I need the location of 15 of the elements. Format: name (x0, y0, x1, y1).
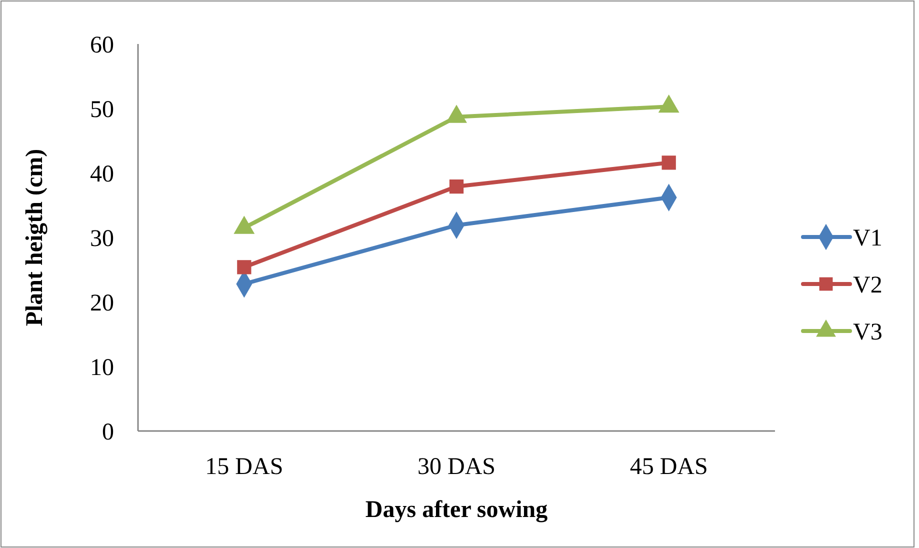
y-tick-label: 10 (90, 354, 114, 381)
y-tick-label: 40 (90, 161, 114, 188)
y-tick-label: 60 (90, 32, 114, 58)
x-tick-label: 45 DAS (630, 454, 708, 480)
legend-label: V2 (853, 272, 882, 298)
legend-label: V3 (853, 319, 882, 346)
x-tick-label: 15 DAS (205, 454, 284, 480)
legend-label: V1 (853, 225, 882, 252)
x-axis-title: Days after sowing (365, 497, 548, 523)
y-tick-label: 50 (90, 96, 114, 123)
y-tick-label: 0 (102, 419, 114, 446)
y-tick-label: 20 (90, 290, 114, 316)
y-axis-title: Plant heigth (cm) (22, 148, 48, 326)
x-tick-label: 30 DAS (417, 454, 496, 480)
y-tick-label: 30 (90, 226, 114, 252)
